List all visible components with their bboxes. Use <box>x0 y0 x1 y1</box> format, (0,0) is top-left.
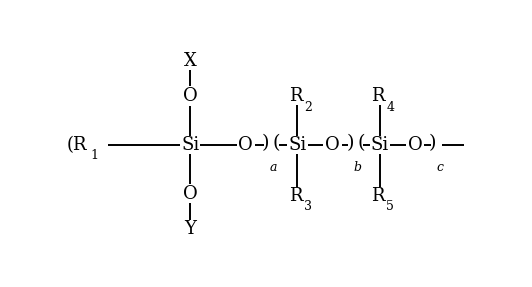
Text: O: O <box>183 185 197 203</box>
Text: (R: (R <box>66 136 87 154</box>
Text: (: ( <box>273 134 280 152</box>
Text: Si: Si <box>371 136 389 154</box>
Text: 5: 5 <box>386 200 394 213</box>
Text: Si: Si <box>181 136 200 154</box>
Text: c: c <box>437 160 444 174</box>
Text: 1: 1 <box>90 150 98 162</box>
Text: O: O <box>408 136 422 154</box>
Text: Y: Y <box>184 220 196 238</box>
Text: b: b <box>354 160 362 174</box>
Text: ): ) <box>346 134 354 152</box>
Text: ): ) <box>262 134 269 152</box>
Text: 4: 4 <box>386 101 394 114</box>
Text: O: O <box>325 136 340 154</box>
Text: X: X <box>184 52 197 70</box>
Text: a: a <box>269 160 277 174</box>
Text: R: R <box>288 187 302 205</box>
Text: R: R <box>371 187 385 205</box>
Text: (: ( <box>357 134 365 152</box>
Text: O: O <box>238 136 253 154</box>
Text: R: R <box>288 87 302 105</box>
Text: R: R <box>371 87 385 105</box>
Text: 2: 2 <box>304 101 312 114</box>
Text: 3: 3 <box>304 200 312 213</box>
Text: ): ) <box>429 134 436 152</box>
Text: Si: Si <box>288 136 306 154</box>
Text: O: O <box>183 87 197 105</box>
